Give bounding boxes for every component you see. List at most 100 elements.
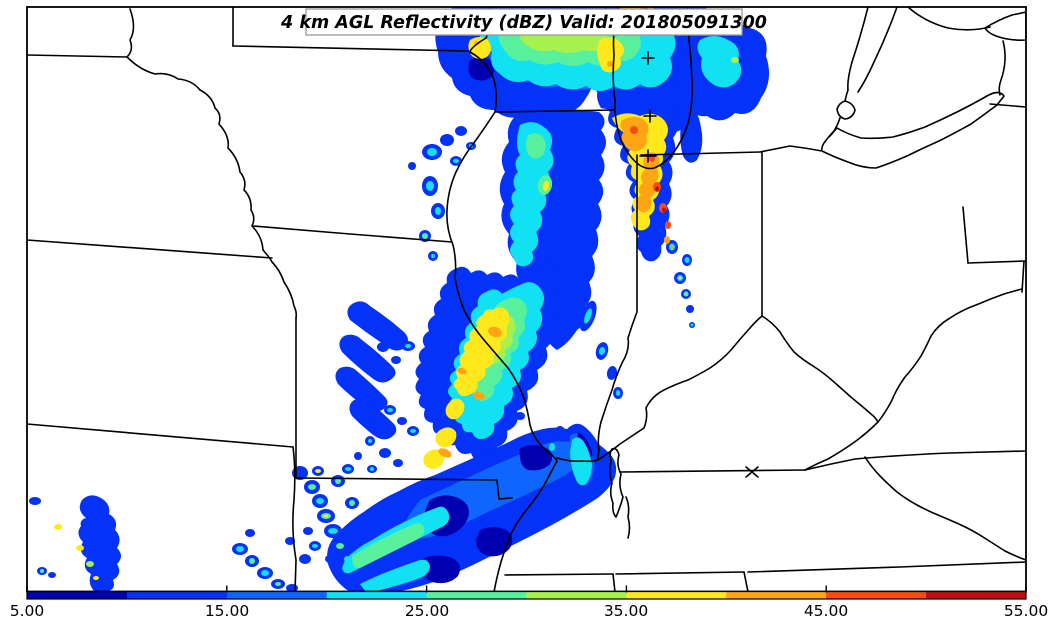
echo-cell: [431, 254, 435, 258]
echo-blob: [347, 301, 408, 351]
tick-label-25: 25.00: [405, 602, 449, 620]
radar-echo-layer: [29, 7, 770, 592]
state-border: [232, 45, 469, 52]
state-border: [612, 7, 693, 170]
echo-cell: [328, 528, 338, 534]
echo-cell: [405, 344, 411, 348]
echo-cell: [435, 207, 441, 215]
echo-cell: [453, 159, 459, 163]
echo-cell: [325, 555, 335, 563]
echo-cell: [473, 391, 485, 401]
echo-blob: [468, 57, 495, 81]
state-border: [292, 446, 297, 592]
state-border: [608, 447, 624, 518]
echo-cell: [455, 126, 467, 136]
echo-cell: [335, 478, 341, 484]
state-border: [743, 571, 749, 592]
echo-cell: [670, 245, 674, 249]
echo-cell: [354, 452, 362, 460]
echo-cell: [690, 323, 694, 327]
echo-cell: [616, 390, 620, 396]
state-border: [836, 100, 856, 120]
tick-label-35: 35.00: [604, 602, 648, 620]
echo-cell: [379, 448, 391, 458]
echo-cell: [299, 554, 311, 564]
state-border: [989, 103, 1026, 108]
echo-blob: [445, 398, 465, 420]
echo-cell: [324, 514, 328, 518]
colorbar-segment: [126, 591, 228, 599]
echo-cell: [488, 326, 502, 338]
colorbar-segment: [426, 591, 527, 599]
echo-cell: [515, 412, 525, 420]
state-border: [844, 89, 849, 102]
state-border: [640, 151, 761, 156]
echo-cell: [457, 367, 467, 375]
echo-cell: [598, 347, 606, 355]
state-border: [641, 51, 655, 65]
state-border: [252, 225, 453, 243]
echo-cell: [678, 276, 682, 280]
echo-cell: [316, 498, 324, 504]
state-border: [857, 7, 898, 93]
echo-cell: [542, 181, 550, 191]
echo-cell: [686, 305, 694, 313]
echo-cell: [352, 526, 364, 536]
state-border: [829, 117, 841, 137]
state-border: [759, 145, 823, 153]
echo-blob: [519, 445, 553, 471]
echo-cell: [499, 416, 511, 426]
echo-cell: [410, 429, 416, 433]
echo-blob: [697, 36, 742, 88]
colorbar-frame: [26, 590, 1027, 600]
echo-cell: [683, 291, 689, 297]
echo-cell: [665, 221, 671, 229]
echo-cell: [684, 257, 690, 263]
echo-blob: [360, 559, 430, 592]
echo-cell: [408, 162, 416, 170]
echo-cell: [86, 561, 94, 567]
state-border: [615, 571, 745, 575]
state-border: [612, 573, 616, 592]
colorbar-segment: [826, 591, 927, 599]
title-box: 4 km AGL Reflectivity (dBZ) Valid: 20180…: [280, 8, 767, 36]
echo-cell: [373, 422, 383, 430]
echo-cell: [655, 186, 659, 192]
echo-cell: [345, 467, 351, 471]
echo-cell: [249, 558, 255, 564]
echo-blob: [349, 398, 397, 440]
echo-cell: [555, 426, 565, 436]
state-border: [907, 7, 991, 31]
echo-cell: [349, 500, 355, 506]
state-border: [820, 91, 1005, 169]
echo-blob: [352, 523, 425, 569]
state-border: [27, 239, 273, 259]
echo-cell: [440, 134, 454, 146]
state-border: [998, 40, 1006, 96]
echo-blob: [423, 449, 445, 469]
echo-blob: [335, 366, 388, 412]
state-border: [847, 7, 869, 91]
echo-cell: [344, 556, 350, 562]
state-border: [643, 109, 657, 123]
echo-blob: [339, 334, 396, 383]
echo-cell: [393, 459, 403, 467]
colorbar-segment: [726, 591, 827, 599]
echo-blob: [78, 495, 121, 592]
echo-blob: [526, 133, 546, 159]
state-border: [1021, 260, 1025, 293]
state-border: [556, 315, 879, 463]
state-border: [984, 11, 1026, 41]
colorbar-segment: [626, 591, 727, 599]
echo-cell: [312, 544, 318, 548]
echo-blob: [597, 37, 624, 73]
echo-cell: [397, 417, 407, 425]
echo-cell: [285, 537, 295, 545]
echo-cell: [377, 342, 389, 352]
echo-cell: [391, 356, 401, 364]
state-border: [494, 109, 615, 113]
state-border: [625, 496, 631, 539]
tick-label-45: 45.00: [804, 602, 848, 620]
